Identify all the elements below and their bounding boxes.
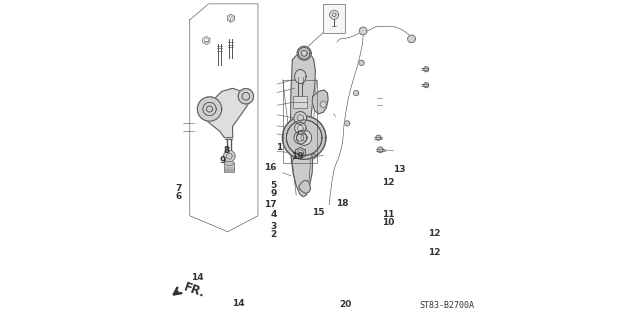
Bar — [293, 96, 307, 108]
Text: 20: 20 — [340, 300, 352, 309]
Polygon shape — [378, 147, 383, 153]
Polygon shape — [294, 131, 306, 144]
Polygon shape — [294, 112, 306, 124]
Text: 15: 15 — [312, 208, 325, 217]
Text: 17: 17 — [264, 200, 276, 209]
Polygon shape — [330, 10, 339, 19]
Polygon shape — [298, 48, 310, 59]
Text: 12: 12 — [382, 178, 395, 187]
Text: 14: 14 — [232, 299, 245, 308]
Polygon shape — [312, 90, 328, 114]
Text: 10: 10 — [382, 218, 394, 227]
Polygon shape — [376, 135, 381, 140]
Polygon shape — [294, 123, 306, 134]
Text: 18: 18 — [336, 198, 348, 207]
Bar — [224, 164, 234, 172]
Polygon shape — [282, 116, 326, 159]
Polygon shape — [297, 130, 311, 145]
Polygon shape — [408, 35, 415, 43]
Polygon shape — [354, 91, 359, 96]
Text: 11: 11 — [382, 210, 395, 219]
Polygon shape — [224, 150, 235, 162]
Text: FR.: FR. — [182, 281, 206, 300]
Text: 12: 12 — [429, 229, 441, 238]
Text: 6: 6 — [176, 192, 182, 201]
Text: 2: 2 — [270, 230, 276, 239]
Polygon shape — [297, 46, 311, 60]
Polygon shape — [424, 83, 429, 88]
Bar — [324, 4, 345, 33]
Polygon shape — [299, 181, 310, 194]
Polygon shape — [224, 162, 234, 165]
Bar — [283, 80, 317, 163]
Polygon shape — [197, 97, 222, 121]
Text: 5: 5 — [270, 181, 276, 190]
Text: 4: 4 — [270, 210, 276, 219]
Polygon shape — [359, 60, 364, 65]
Polygon shape — [238, 89, 254, 104]
Polygon shape — [294, 69, 306, 84]
Polygon shape — [320, 101, 327, 108]
Text: 1: 1 — [276, 143, 282, 152]
Text: 9: 9 — [220, 156, 226, 164]
Text: 12: 12 — [429, 248, 441, 257]
Polygon shape — [287, 120, 322, 156]
Text: 13: 13 — [394, 165, 406, 174]
Text: 14: 14 — [190, 273, 203, 282]
Text: 8: 8 — [223, 146, 229, 155]
Polygon shape — [359, 27, 367, 35]
Text: 7: 7 — [176, 184, 182, 193]
Polygon shape — [290, 50, 315, 197]
Polygon shape — [282, 116, 326, 159]
Text: 9: 9 — [270, 189, 276, 198]
Text: 19: 19 — [291, 152, 304, 161]
Polygon shape — [238, 89, 254, 104]
Text: 3: 3 — [270, 222, 276, 231]
Polygon shape — [424, 67, 429, 72]
Polygon shape — [345, 121, 350, 126]
Text: 16: 16 — [264, 164, 276, 172]
Polygon shape — [200, 88, 252, 138]
Text: ST83-B2700A: ST83-B2700A — [420, 301, 475, 310]
Polygon shape — [197, 97, 222, 121]
